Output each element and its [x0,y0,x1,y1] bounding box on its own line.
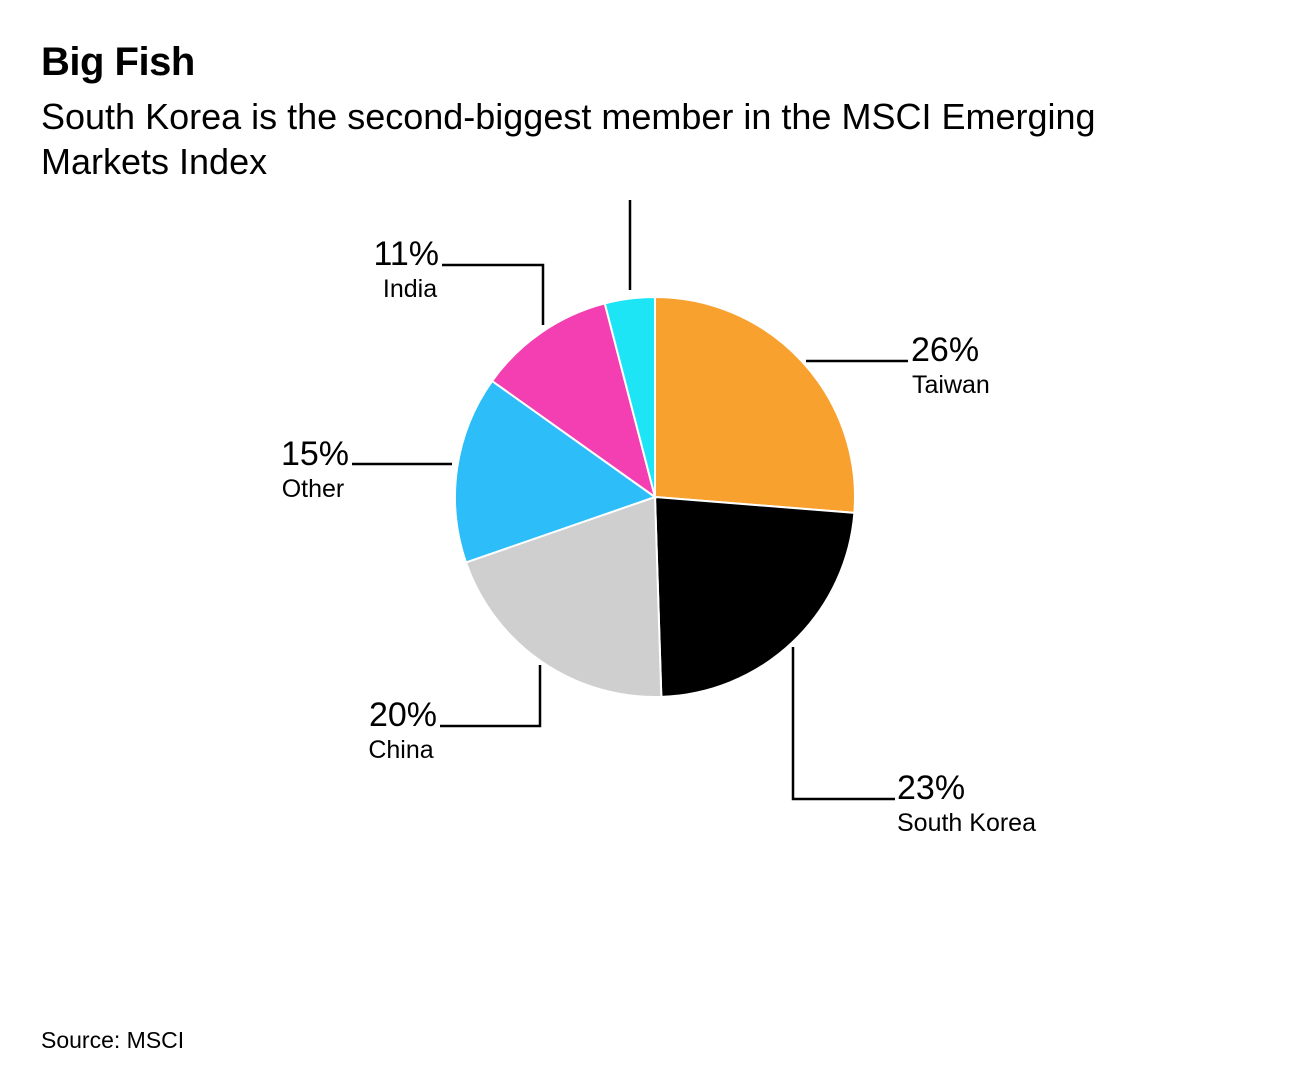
pie-slice-china [464,495,663,698]
leader-line-india [442,263,545,325]
pie-chart: 26% Taiwan 23% South Korea 20% China 15%… [281,200,1036,837]
slice-labels: 26% Taiwan 23% South Korea 20% China 15%… [281,235,1036,837]
slice-category-label-other: Other [282,475,345,503]
label-leader-lines [352,200,908,801]
chart-title: Big Fish [41,40,195,84]
pie-slice-india [490,302,657,500]
chart-subtitle: South Korea is the second-biggest member… [41,96,1096,182]
pie-slice-taiwan [654,295,856,514]
source-note: Source: MSCI [41,1027,185,1053]
slice-value-label-india: 11% [373,235,439,273]
slice-category-label-south-korea: South Korea [897,809,1036,837]
pie-slice-unlabeled-5 [603,295,656,498]
slice-value-label-china: 20% [369,696,437,734]
pie-slices [454,295,856,698]
pie-slice-south-korea [653,495,856,698]
leader-line-south-korea [791,647,895,801]
slice-category-label-china: China [368,736,433,764]
slice-value-label-south-korea: 23% [897,769,965,807]
slice-value-label-other: 15% [281,435,349,473]
leader-line-china [440,665,542,728]
pie-slice-other [454,379,658,564]
slice-category-label-india: India [383,275,437,303]
slice-category-label-taiwan: Taiwan [912,371,990,399]
slice-value-label-taiwan: 26% [911,331,979,369]
